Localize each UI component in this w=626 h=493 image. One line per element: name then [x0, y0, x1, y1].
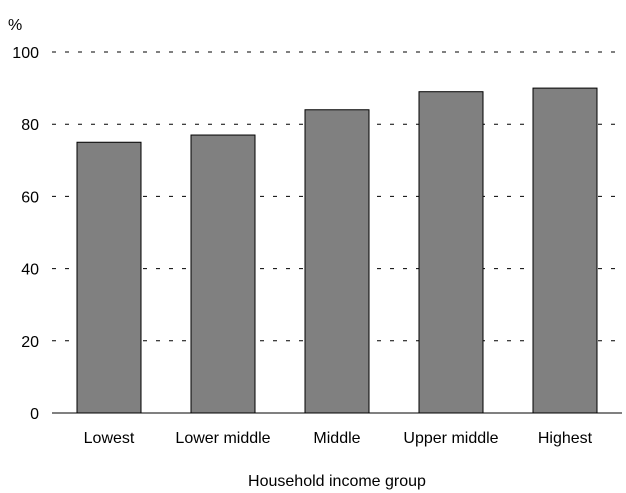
bars [76, 87, 598, 414]
y-tick-label: 80 [21, 117, 39, 134]
y-tick-label: 40 [21, 262, 39, 279]
x-category-label: Lower middle [175, 430, 270, 447]
x-axis-title: Household income group [248, 473, 426, 490]
y-tick-label: 0 [30, 406, 39, 423]
x-category-label: Upper middle [403, 430, 498, 447]
y-axis-unit-label: % [8, 17, 22, 34]
y-tick-labels: 0 20 40 60 80 100 [12, 45, 39, 423]
x-category-label: Lowest [84, 430, 135, 447]
x-category-label: Middle [313, 430, 360, 447]
y-tick-label: 60 [21, 189, 39, 206]
x-category-label: Highest [538, 430, 593, 447]
gridlines [52, 51, 622, 342]
bar-highest [532, 87, 598, 414]
bar-lower-middle [190, 134, 256, 414]
y-tick-label: 20 [21, 334, 39, 351]
x-category-labels: Lowest Lower middle Middle Upper middle High… [84, 430, 593, 447]
bar-middle [304, 109, 370, 414]
y-tick-label: 100 [12, 45, 39, 62]
bar-lowest [76, 141, 142, 414]
bar-upper-middle [418, 91, 484, 414]
